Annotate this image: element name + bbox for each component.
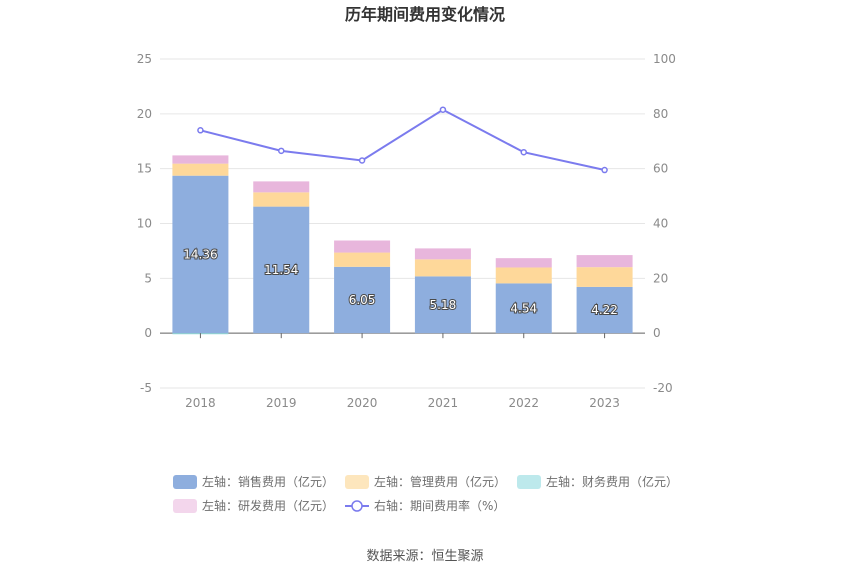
bar-value-label: 4.54 (510, 301, 537, 315)
legend-item[interactable]: 左轴：销售费用（亿元） (173, 474, 334, 489)
left-tick-label: 20 (137, 107, 152, 121)
bar-segment (334, 240, 391, 253)
left-axis: -5 0 5 10 15 20 25 (137, 52, 152, 395)
right-tick-label: 100 (653, 52, 676, 66)
rate-point (197, 127, 204, 134)
legend: 左轴：销售费用（亿元） 左轴：管理费用（亿元） 左轴：财务费用（亿元） 左轴：研发费用… (173, 474, 678, 513)
legend-swatch (517, 475, 541, 489)
bar-value-label: 5.18 (430, 298, 457, 312)
right-tick-label: -20 (653, 381, 673, 395)
bar-value-label: 6.05 (349, 293, 376, 307)
rate-point (520, 148, 527, 156)
rate-line-path (200, 108, 605, 172)
bar-segment (253, 206, 310, 334)
bar-segment (495, 283, 552, 334)
bar-segment (576, 255, 633, 268)
bar-segment (495, 267, 552, 284)
legend-label: 左轴：财务费用（亿元） (546, 474, 678, 489)
source-note: 数据来源：恒生聚源 (366, 549, 483, 564)
legend-label: 左轴：销售费用（亿元） (202, 474, 334, 489)
right-tick-label: 20 (653, 271, 668, 285)
bar-segment (172, 155, 229, 164)
bar-segment (414, 248, 471, 260)
right-tick-label: 0 (653, 326, 661, 340)
legend-item[interactable]: 左轴：研发费用（亿元） (173, 498, 334, 513)
bars (172, 155, 633, 335)
left-tick-label: 25 (137, 52, 152, 66)
bar-value-label: 11.54 (264, 263, 298, 277)
bar-value-label: 14.36 (183, 247, 217, 261)
legend-swatch (173, 499, 197, 513)
bar-segment (172, 163, 229, 176)
bar-labels: 14.36 11.54 6.05 5.18 4.54 4.22 (182, 246, 619, 318)
bar-segment (334, 266, 391, 334)
bar-segment (253, 181, 310, 193)
legend-item[interactable]: 右轴：期间费用率（%） (345, 498, 505, 513)
bar-segment (334, 252, 391, 267)
chart-title: 历年期间费用变化情况 (345, 5, 505, 24)
rate-point (278, 147, 285, 155)
bar-value-label: 4.22 (591, 303, 618, 317)
bar-segment (576, 267, 633, 287)
rate-line (197, 106, 608, 174)
legend-label: 左轴：研发费用（亿元） (202, 498, 334, 513)
bar-segment (414, 276, 471, 334)
rate-point (358, 157, 366, 164)
bar-segment (414, 259, 471, 277)
rate-point (601, 166, 608, 174)
legend-label: 右轴：期间费用率（%） (374, 498, 505, 513)
bar-segment (172, 175, 229, 334)
right-tick-label: 40 (653, 217, 668, 231)
x-axis: 2018 2019 2020 2021 2022 2023 (185, 333, 620, 410)
bar-segment (576, 286, 633, 334)
left-tick-label: 0 (144, 326, 152, 340)
grid (160, 58, 645, 389)
x-tick-label: 2023 (589, 396, 620, 410)
left-tick-label: -5 (140, 381, 152, 395)
x-tick-label: 2020 (347, 396, 378, 410)
x-tick-label: 2018 (185, 396, 216, 410)
left-tick-label: 5 (144, 271, 152, 285)
legend-label: 左轴：管理费用（亿元） (374, 474, 506, 489)
legend-item[interactable]: 左轴：财务费用（亿元） (517, 474, 678, 489)
x-tick-label: 2019 (266, 396, 297, 410)
right-axis: -20 0 20 40 60 80 100 (653, 52, 676, 395)
x-tick-label: 2022 (508, 396, 539, 410)
legend-swatch (173, 475, 197, 489)
right-tick-label: 80 (653, 107, 668, 121)
bar-segment (495, 258, 552, 268)
left-tick-label: 15 (137, 162, 152, 176)
x-tick-label: 2021 (428, 396, 459, 410)
legend-item[interactable]: 左轴：管理费用（亿元） (345, 474, 506, 489)
legend-marker-icon (351, 500, 363, 512)
bar-segment (253, 192, 310, 207)
legend-swatch (345, 475, 369, 489)
rate-point (439, 106, 447, 113)
left-tick-label: 10 (137, 217, 152, 231)
right-tick-label: 60 (653, 162, 668, 176)
